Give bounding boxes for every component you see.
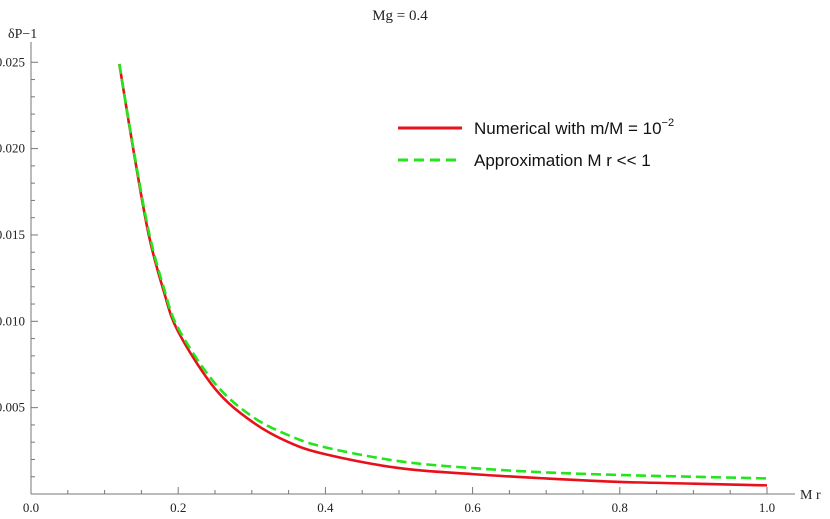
y-tick-label: 0.010 (0, 313, 25, 328)
series-point (163, 286, 165, 288)
series-point (288, 441, 290, 443)
series-point (619, 474, 621, 476)
series-point (251, 415, 253, 417)
y-tick-label: 0.020 (0, 141, 25, 156)
series-point (545, 478, 547, 480)
series-point (133, 151, 135, 153)
series-point (766, 478, 768, 480)
series-point (693, 483, 695, 485)
series-point (288, 434, 290, 436)
x-tick-label: 0.6 (464, 500, 481, 515)
x-tick-label: 0.8 (612, 500, 628, 515)
y-ticks: 0.005 0.010 0.015 0.020 0.025 (0, 54, 38, 478)
series-line-approximation (118, 63, 768, 480)
legend: Numerical with m/M = 10−2 Approximation … (398, 117, 674, 170)
series-point (119, 63, 121, 65)
series-point (214, 388, 216, 390)
x-ticks: 0.0 0.2 0.4 0.6 0.8 1.0 (23, 487, 775, 515)
series-point (398, 460, 400, 462)
series-point (177, 327, 179, 329)
series-point (398, 467, 400, 469)
series-lines (118, 63, 768, 487)
x-tick-label: 0.0 (23, 500, 39, 515)
series-point (325, 447, 327, 449)
x-axis-label: M r (800, 488, 821, 503)
legend-label-numerical: Numerical with m/M = 10−2 (474, 117, 674, 138)
series-point (472, 467, 474, 469)
series-point (693, 476, 695, 478)
series-point (148, 231, 150, 233)
series-point (214, 383, 216, 385)
series-point (545, 472, 547, 474)
series-point (766, 485, 768, 487)
x-tick-label: 1.0 (759, 500, 775, 515)
x-tick-label: 0.2 (170, 500, 186, 515)
series-point (251, 421, 253, 423)
y-axis-label: δP−1 (8, 27, 37, 42)
legend-label-approximation: Approximation M r << 1 (474, 151, 651, 170)
y-tick-label: 0.005 (0, 400, 25, 415)
y-tick-label: 0.015 (0, 227, 25, 242)
axes (30, 42, 795, 495)
y-tick-label: 0.025 (0, 54, 25, 69)
x-tick-label: 0.4 (317, 500, 334, 515)
series-point (472, 473, 474, 475)
series-point (619, 481, 621, 483)
series-point (325, 453, 327, 455)
chart-title: Mg = 0.4 (372, 8, 428, 24)
